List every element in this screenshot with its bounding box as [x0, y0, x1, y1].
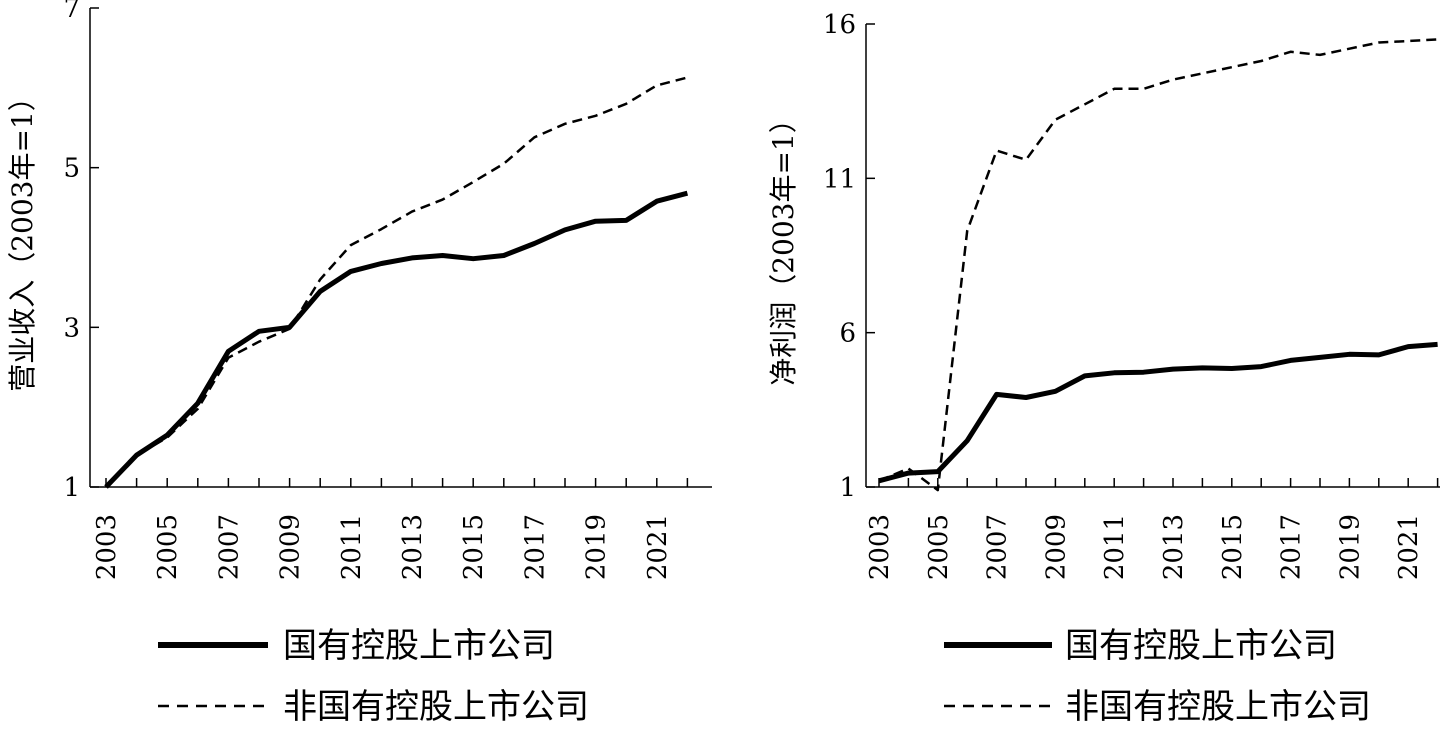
x-tick-label: 2007: [214, 514, 244, 580]
y-tick-label: 7: [63, 0, 80, 24]
x-tick-label: 2009: [1041, 514, 1071, 580]
legend-left: 国有控股上市公司 非国有控股上市公司: [158, 626, 589, 727]
legend-label-non-soe: 非国有控股上市公司: [1065, 687, 1371, 725]
x-tick-label: 2017: [520, 514, 550, 580]
x-tick-label: 2011: [1100, 514, 1130, 580]
x-tick-label: 2013: [1159, 514, 1189, 580]
y-tick-label: 3: [63, 313, 80, 343]
series-line-soe: [878, 341, 1438, 484]
series-line-non-soe: [878, 38, 1438, 492]
x-tick-label: 2021: [643, 514, 673, 580]
legend-label-soe: 国有控股上市公司: [1065, 626, 1337, 666]
x-tick-label: 2007: [983, 514, 1013, 580]
y-axis-label: 营业收入（2003年=1）: [6, 83, 39, 392]
x-tick-label: 2005: [924, 514, 954, 580]
y-tick-label: 5: [63, 154, 80, 184]
y-axis-label: 净利润（2003年=1）: [767, 105, 800, 386]
x-tick-label: 2011: [337, 514, 367, 580]
legend-label-soe: 国有控股上市公司: [283, 626, 555, 666]
x-tick-label: 2015: [1218, 514, 1248, 580]
y-tick-label: 1: [839, 473, 856, 503]
x-tick-label: 2015: [459, 514, 489, 580]
series-line-non-soe: [105, 76, 688, 488]
x-tick-label: 2017: [1277, 514, 1307, 580]
x-tick-label: 2005: [153, 514, 183, 580]
x-tick-label: 2013: [398, 514, 428, 580]
x-tick-label: 2009: [276, 514, 306, 580]
y-tick-label: 1: [63, 473, 80, 503]
series-line-soe: [104, 190, 689, 489]
x-tick-label: 2021: [1394, 514, 1424, 580]
y-tick-label: 16: [823, 10, 856, 40]
y-tick-label: 6: [839, 319, 856, 349]
legend-label-non-soe: 非国有控股上市公司: [283, 687, 589, 725]
x-tick-label: 2019: [1335, 514, 1365, 580]
revenue-chart: 营业收入（2003年=1） 1 3 5 7 2003 2005 2007 2009 2011 20…: [6, 0, 712, 580]
revenue-marks: 1 3 5 7 2003 2005 2007 2009 2011 2013 2015 2017 2019…: [63, 0, 689, 580]
x-tick-label: 2003: [92, 514, 122, 580]
x-tick-label: 2003: [865, 514, 895, 580]
legend-right: 国有控股上市公司 非国有控股上市公司: [944, 626, 1371, 727]
y-tick-label: 11: [823, 164, 856, 194]
x-tick-label: 2019: [582, 514, 612, 580]
